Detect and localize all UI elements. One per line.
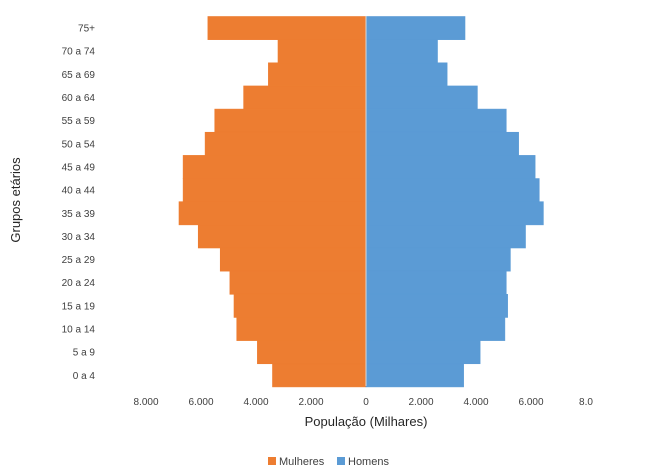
bar-homens-45-a-49: [365, 155, 536, 179]
category-labels: 75+ 70 a 74 65 a 69 60 a 64 55 a 59 50 a 54 45…: [62, 24, 96, 382]
x-tick-label: 2.000: [298, 397, 323, 408]
bar-homens-25-a-29: [365, 247, 511, 272]
bar-homens-10-a-14: [365, 317, 506, 341]
y-axis-title: Grupos etários: [8, 157, 23, 243]
category-label-40-a-44: 40 a 44: [62, 186, 96, 197]
bar-mulheres-0-a-4: [272, 363, 367, 388]
bar-mulheres-50-a-54: [204, 131, 367, 156]
bar-homens-75plus: [365, 16, 466, 40]
legend-label-mulheres: Mulheres: [279, 456, 325, 468]
bar-homens-20-a-24: [365, 270, 507, 295]
bar-mulheres-30-a-34: [197, 224, 367, 249]
legend-swatch-homens: [337, 457, 345, 465]
bar-mulheres-70-a-74: [277, 39, 367, 64]
x-tick-label: 8.0: [579, 397, 593, 408]
bar-homens-70-a-74: [365, 39, 438, 64]
x-tick-label: 8.000: [133, 397, 158, 408]
bar-homens-15-a-19: [365, 293, 508, 318]
bar-mulheres-35-a-39: [178, 201, 367, 226]
category-label-0-a-4: 0 a 4: [73, 371, 96, 382]
bar-mulheres-40-a-44: [182, 178, 367, 203]
bar-homens-50-a-54: [365, 131, 519, 156]
bar-homens-30-a-34: [365, 224, 526, 249]
x-tick-labels: 8.000 6.000 4.000 2.000 0 2.000 4.000 6.000 8.0: [133, 397, 593, 408]
bar-homens-55-a-59: [365, 108, 507, 133]
bar-homens-65-a-69: [365, 62, 448, 87]
bar-mulheres-65-a-69: [268, 62, 367, 87]
bar-mulheres-25-a-29: [219, 247, 367, 272]
category-label-5-a-9: 5 a 9: [73, 348, 96, 359]
category-label-45-a-49: 45 a 49: [62, 162, 96, 173]
bar-mulheres-75plus: [207, 16, 367, 40]
category-label-10-a-14: 10 a 14: [62, 325, 96, 336]
bar-homens-60-a-64: [365, 85, 478, 110]
bar-homens-5-a-9: [365, 340, 481, 365]
bar-mulheres-15-a-19: [233, 293, 367, 318]
legend-swatch-mulheres: [268, 457, 276, 465]
bar-mulheres-20-a-24: [229, 270, 367, 295]
x-tick-label: 0: [363, 397, 369, 408]
x-tick-label: 2.000: [408, 397, 433, 408]
category-label-20-a-24: 20 a 24: [62, 278, 96, 289]
bar-mulheres-45-a-49: [182, 155, 367, 179]
bars-layer: [178, 16, 544, 388]
bar-mulheres-60-a-64: [243, 85, 367, 110]
category-label-55-a-59: 55 a 59: [62, 116, 96, 127]
bar-homens-35-a-39: [365, 201, 544, 226]
x-tick-label: 6.000: [518, 397, 543, 408]
category-label-35-a-39: 35 a 39: [62, 209, 96, 220]
category-label-75plus: 75+: [78, 24, 95, 35]
x-tick-label: 6.000: [188, 397, 213, 408]
category-label-70-a-74: 70 a 74: [62, 47, 96, 58]
bar-homens-0-a-4: [365, 363, 464, 388]
bar-homens-40-a-44: [365, 178, 540, 203]
x-tick-label: 4.000: [463, 397, 488, 408]
x-axis-title: População (Milhares): [305, 414, 428, 429]
category-label-65-a-69: 65 a 69: [62, 70, 96, 81]
category-label-15-a-19: 15 a 19: [62, 301, 96, 312]
legend: Mulheres Homens: [268, 456, 389, 468]
category-label-50-a-54: 50 a 54: [62, 139, 96, 150]
category-label-60-a-64: 60 a 64: [62, 93, 96, 104]
x-tick-label: 4.000: [243, 397, 268, 408]
category-label-25-a-29: 25 a 29: [62, 255, 96, 266]
legend-label-homens: Homens: [348, 456, 389, 468]
bar-mulheres-10-a-14: [236, 317, 367, 341]
bar-mulheres-5-a-9: [257, 340, 367, 365]
bar-mulheres-55-a-59: [214, 108, 367, 133]
category-label-30-a-34: 30 a 34: [62, 232, 96, 243]
